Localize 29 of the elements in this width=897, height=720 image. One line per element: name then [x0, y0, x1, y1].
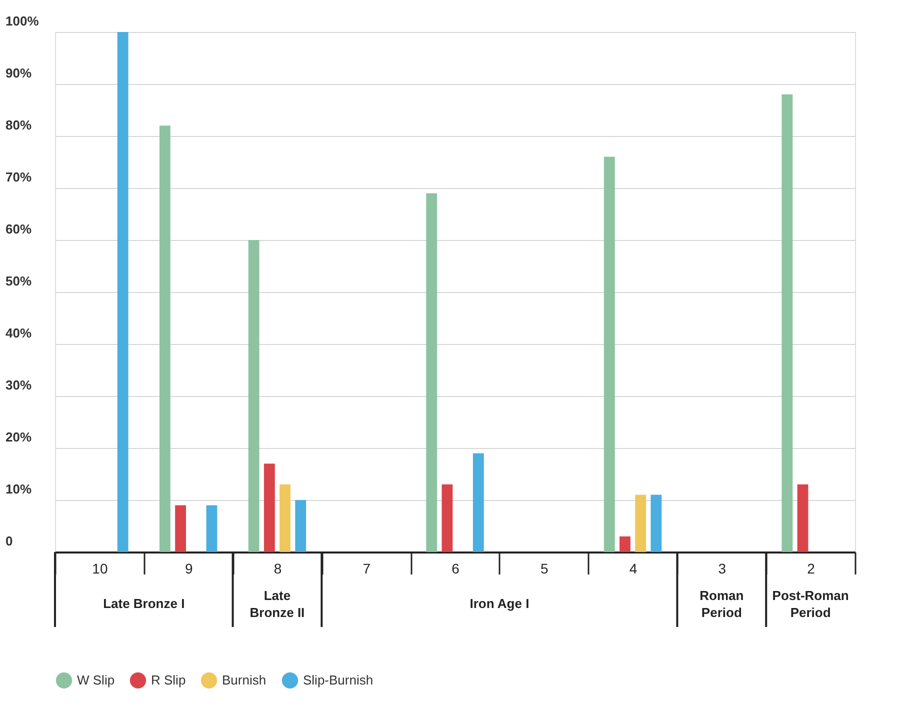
y-tick-label: 10%	[6, 482, 32, 496]
y-tick-label: 100%	[6, 14, 40, 28]
text: Late Bronze I	[103, 596, 185, 611]
y-tick-label: 50%	[6, 274, 32, 288]
x-tick-label: 5	[540, 560, 548, 576]
x-tick-label: 7	[362, 560, 371, 576]
legend-label: W Slip	[77, 672, 115, 688]
x-tick-label: 2	[807, 560, 816, 576]
y-tick-label: 0	[6, 534, 13, 548]
x-tick-label: 4	[629, 560, 638, 576]
x-tick-label: 9	[184, 560, 193, 576]
x-tick-label: 3	[718, 560, 726, 576]
y-tick-label: 70%	[6, 170, 32, 184]
x-tick-label: 8	[274, 560, 282, 576]
y-tick-label: 60%	[6, 222, 32, 236]
text: Iron Age I	[470, 596, 530, 611]
text: Late Bronze II	[250, 588, 305, 620]
x-tick-label: 6	[452, 560, 460, 576]
y-tick-label: 40%	[6, 326, 32, 340]
text: Post-Roman Period	[772, 588, 849, 620]
legend-label: Burnish	[222, 672, 266, 688]
y-tick-label: 80%	[6, 118, 32, 132]
y-tick-label: 20%	[6, 430, 32, 444]
y-tick-label: 90%	[6, 66, 32, 80]
x-tick-label: 10	[92, 560, 108, 576]
legend-label: Slip-Burnish	[303, 672, 374, 688]
y-tick-label: 30%	[6, 378, 32, 392]
legend-label: R Slip	[151, 672, 186, 688]
text: Roman Period	[700, 588, 744, 620]
